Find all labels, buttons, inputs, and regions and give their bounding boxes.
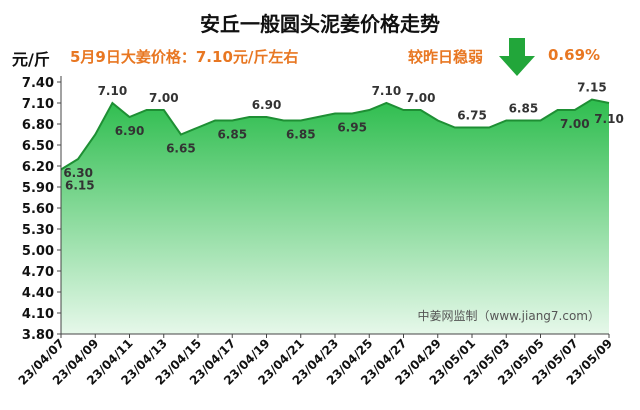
price-note: 5月9日大姜价格：7.10元/斤左右 bbox=[70, 48, 299, 66]
y-tick-label: 7.10 bbox=[22, 97, 54, 112]
data-label: 6.85 bbox=[509, 102, 539, 116]
change-label: 较昨日稳弱 bbox=[408, 48, 484, 66]
data-label: 6.90 bbox=[115, 124, 145, 138]
data-label: 6.90 bbox=[252, 98, 282, 112]
chart-title: 安丘一般圆头泥姜价格走势 bbox=[200, 12, 440, 36]
y-tick-label: 5.60 bbox=[22, 202, 54, 217]
y-tick-label: 5.00 bbox=[22, 244, 54, 259]
change-value: 0.69% bbox=[548, 46, 601, 64]
unit-label: 元/斤 bbox=[12, 50, 50, 69]
y-tick-label: 5.30 bbox=[22, 223, 54, 238]
y-tick-label: 4.40 bbox=[22, 286, 54, 301]
y-tick-label: 7.40 bbox=[22, 76, 54, 91]
data-label: 7.00 bbox=[149, 91, 179, 105]
down-arrow-icon bbox=[499, 38, 535, 76]
data-label: 7.10 bbox=[98, 84, 128, 98]
data-label: 7.00 bbox=[560, 117, 590, 131]
data-label: 6.65 bbox=[166, 142, 196, 156]
data-label: 7.00 bbox=[406, 91, 436, 105]
data-label: 7.15 bbox=[577, 81, 607, 95]
y-tick-label: 4.10 bbox=[22, 307, 54, 322]
price-line bbox=[60, 98, 610, 171]
y-tick-label: 5.90 bbox=[22, 181, 54, 196]
data-label: 6.85 bbox=[286, 128, 316, 142]
y-tick-label: 6.20 bbox=[22, 160, 54, 175]
y-tick-label: 6.80 bbox=[22, 118, 54, 133]
y-tick-label: 6.50 bbox=[22, 139, 54, 154]
data-label: 6.75 bbox=[457, 109, 487, 123]
data-label: 6.30 bbox=[63, 166, 93, 180]
data-label: 7.10 bbox=[594, 112, 624, 126]
data-label: 6.15 bbox=[65, 179, 95, 193]
y-tick-label: 4.70 bbox=[22, 265, 54, 280]
data-label: 6.95 bbox=[337, 121, 367, 135]
data-label: 7.10 bbox=[372, 84, 402, 98]
y-tick-label: 3.80 bbox=[22, 328, 54, 343]
data-label: 6.85 bbox=[217, 128, 247, 142]
watermark: 中姜网监制（www.jiang7.com） bbox=[418, 308, 600, 323]
price-area bbox=[61, 99, 609, 334]
